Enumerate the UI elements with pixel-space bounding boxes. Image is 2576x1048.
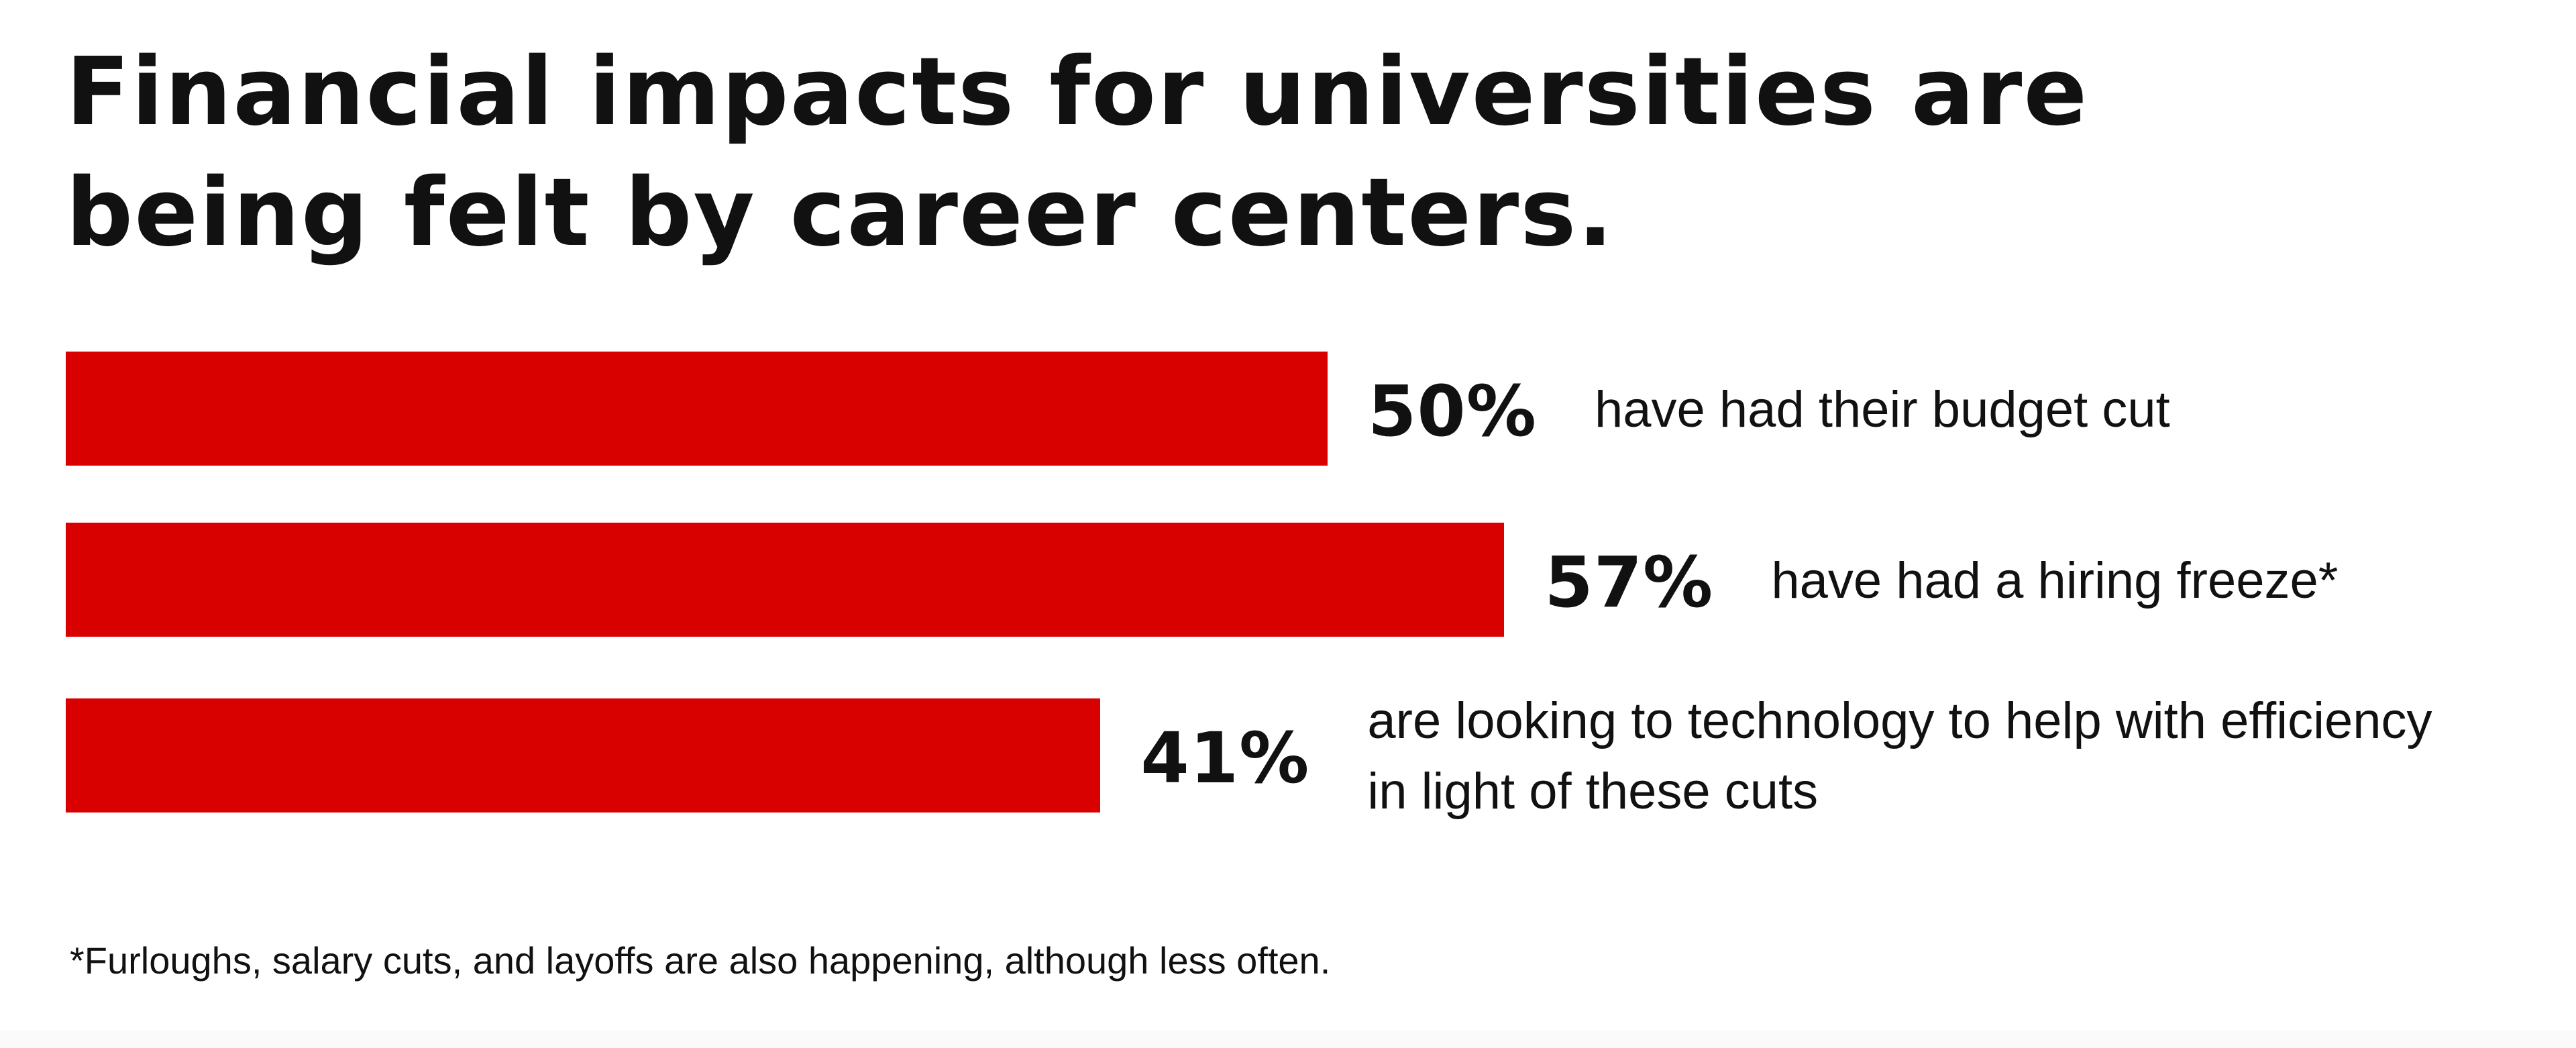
bar-3	[66, 698, 1101, 813]
chart-title-line-2: being felt by career centers.	[66, 158, 1615, 268]
bar-description-1: have had their budget cut	[1595, 380, 2170, 438]
bar-2	[66, 523, 1505, 637]
bar-value-label-2: 57%	[1544, 541, 1714, 623]
bar-value-label-3: 41%	[1140, 717, 1310, 799]
chart-title-line-1: Financial impacts for universities are	[66, 38, 2089, 147]
bar-description-3: are looking to technology to help with e…	[1367, 692, 2432, 820]
bar-description-2: have had a hiring freeze*	[1771, 552, 2339, 609]
bottom-band	[0, 1031, 2576, 1048]
bar-value-label-1: 50%	[1368, 370, 1537, 452]
footnote: *Furloughs, salary cuts, and layoffs are…	[70, 939, 1331, 982]
bar-1	[66, 352, 1328, 466]
